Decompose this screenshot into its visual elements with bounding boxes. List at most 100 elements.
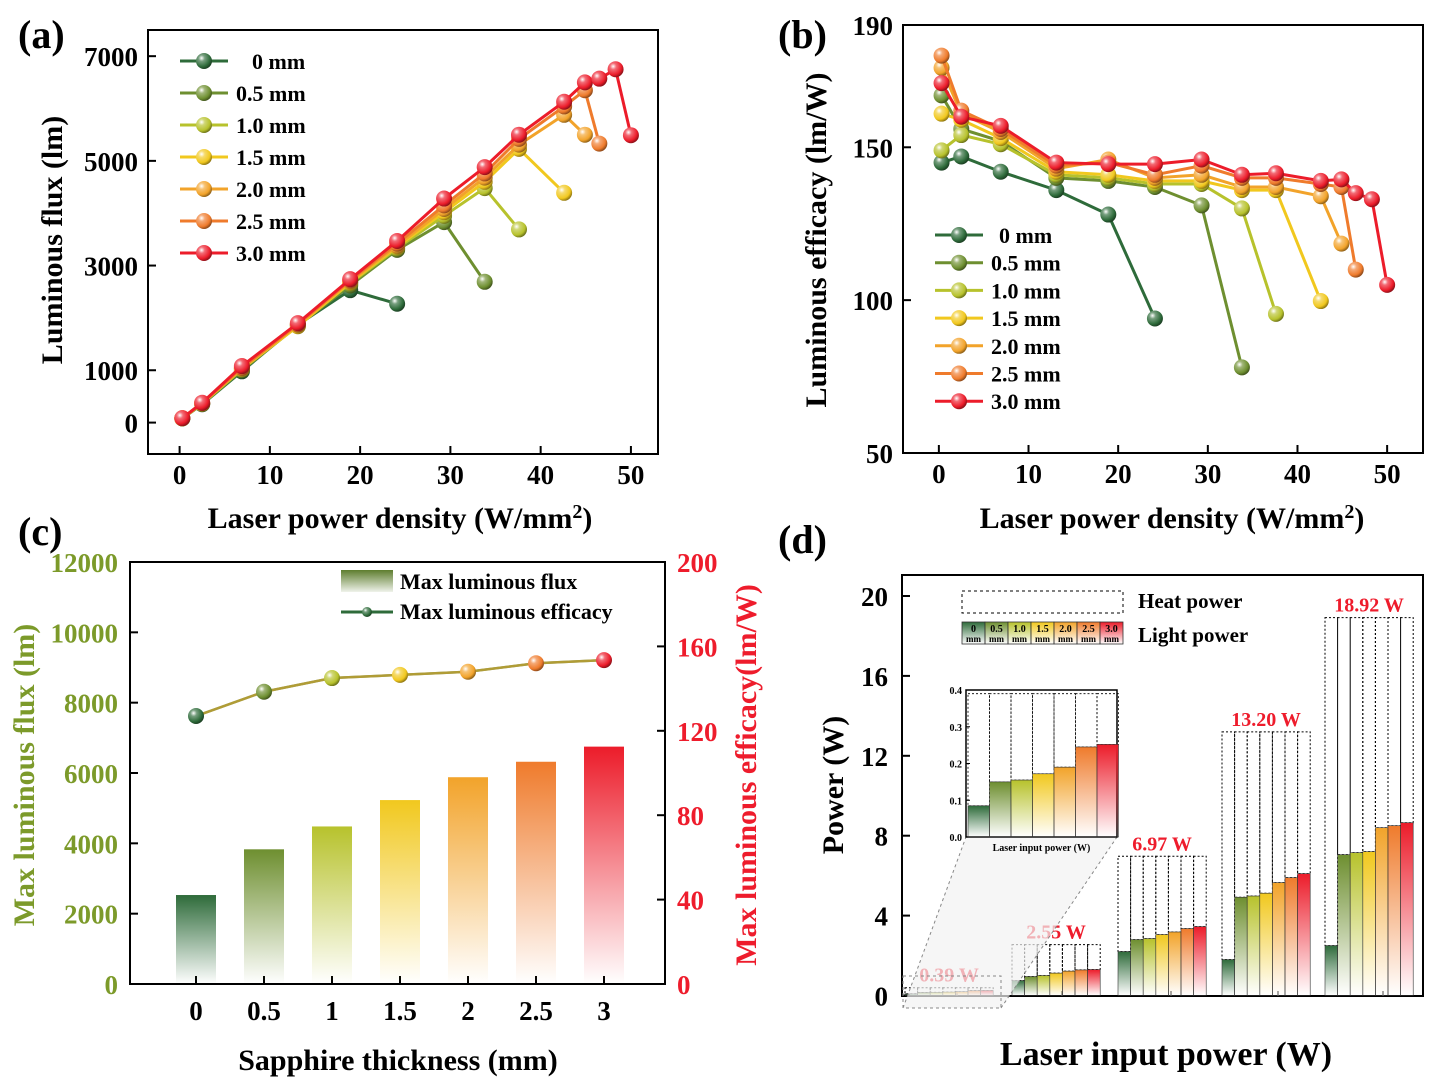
legend-swatch-text: 3.0 <box>1105 624 1118 635</box>
legend-marker <box>951 254 967 271</box>
heat-power-bar <box>1362 617 1376 853</box>
legend-swatch-text: mm <box>1012 634 1027 644</box>
y-tick-label-b: 150 <box>853 133 894 163</box>
legend-swatch-text: 2.0 <box>1059 624 1072 635</box>
plot-frame-a <box>147 29 659 455</box>
legend-swatch-text: mm <box>1035 634 1050 644</box>
legend-swatch-text: 0.5 <box>990 624 1003 635</box>
heat-power-bar <box>1074 944 1089 971</box>
heat-power-bar <box>1155 855 1169 936</box>
y2-axis-label-c: Max luminous efficacy(lm/W) <box>730 584 763 966</box>
heat-power-bar <box>1387 617 1402 827</box>
light-power-bar <box>1234 896 1248 996</box>
heat-power-bar <box>1284 731 1299 879</box>
light-power-bar <box>1324 945 1338 996</box>
heat-power-bar <box>1297 731 1311 875</box>
heat-power-bar <box>1061 944 1076 972</box>
panel-b: (b) 0 10 20 30 40 50 50 100 150 190 0 mm 0.5 mm1.0… <box>778 11 1424 535</box>
data-point <box>933 105 950 122</box>
heat-power-bar <box>1374 617 1389 829</box>
data-point <box>1100 156 1117 173</box>
legend-label: 2.0 mm <box>236 177 306 202</box>
data-point <box>933 142 950 159</box>
light-power-bar <box>1297 873 1311 996</box>
panel-a: (a) 0 10 20 30 40 50 0 1000 3000 5000 7000 0 mm 0.5… <box>18 12 659 535</box>
heat-power-bar <box>1271 731 1286 884</box>
y-tick-label-a: 1000 <box>84 356 138 386</box>
plot-frame-d <box>901 574 1424 997</box>
inset-zoom-wedge <box>903 837 1117 1008</box>
legend-label: Light power <box>1138 623 1248 647</box>
x-tick-label-c: 2.5 <box>519 996 553 1026</box>
bar <box>448 777 488 984</box>
data-point <box>576 74 593 91</box>
plot-frame-b <box>902 24 1424 454</box>
y-tick-label-c: 10000 <box>51 618 119 648</box>
legend-marker <box>951 337 967 354</box>
light-power-bar <box>1024 976 1038 996</box>
heat-power-bar <box>1349 617 1364 854</box>
data-point <box>953 108 970 125</box>
y-axis-label-c: Max luminous flux (lm) <box>8 624 41 927</box>
input-power-label: 13.20 W <box>1231 709 1301 731</box>
data-point <box>256 683 272 700</box>
data-point <box>607 61 624 78</box>
inset-light-bar <box>967 805 990 838</box>
light-power-bar <box>1062 970 1076 996</box>
inset-light-bar <box>1053 766 1076 838</box>
legend-label: 0.5 mm <box>236 81 306 106</box>
x-tick-label-b: 10 <box>1015 459 1042 489</box>
heat-power-bar <box>1049 944 1063 974</box>
y2-tick-label-c: 200 <box>677 548 718 578</box>
legend-swatch-light <box>1099 621 1124 645</box>
heat-power-bar <box>1142 855 1157 940</box>
inset-y-tick-label: 0.3 <box>950 723 963 734</box>
light-power-bar <box>1193 926 1207 996</box>
heat-power-bar <box>1180 855 1195 930</box>
data-point <box>556 184 573 201</box>
light-power-bar <box>1087 969 1101 996</box>
inset-zoom-line <box>1000 836 1118 1009</box>
x-tick-label-b: 50 <box>1374 459 1401 489</box>
bar <box>516 761 556 984</box>
data-point <box>1233 359 1250 376</box>
y-tick-label-d: 4 <box>875 902 889 932</box>
bar <box>244 849 284 984</box>
heat-power-bar <box>1167 855 1182 933</box>
inset-light-bar <box>989 781 1012 838</box>
legend-swatch-text: mm <box>1081 634 1096 644</box>
x-axis-label-a: Laser power density (W/mm2) <box>208 501 593 535</box>
legend-label: 2.0 mm <box>991 334 1061 359</box>
light-power-bar <box>1400 822 1414 996</box>
legend-swatch-text: mm <box>1104 634 1119 644</box>
legend-label: 3.0 mm <box>991 389 1061 414</box>
legend-marker <box>362 607 372 617</box>
legend-swatch-text: mm <box>966 634 981 644</box>
data-point <box>510 126 527 143</box>
data-point <box>188 708 204 725</box>
legend-marker <box>196 245 212 261</box>
y-axis-label-b: Luminous efficacy (lm/W) <box>800 73 833 408</box>
bar <box>584 746 624 984</box>
data-point <box>436 190 453 207</box>
y-tick-label-a: 5000 <box>84 147 138 177</box>
data-point <box>476 273 493 290</box>
legend-label: Heat power <box>1138 589 1242 613</box>
legend-marker <box>951 227 967 243</box>
data-point <box>933 47 950 64</box>
legend-swatch-text: 2.5 <box>1082 624 1095 635</box>
light-power-bar <box>1272 882 1286 996</box>
data-point <box>194 394 211 411</box>
light-power-bar <box>1387 825 1401 996</box>
data-point <box>1333 171 1350 188</box>
heat-power-bar <box>1259 731 1273 894</box>
inset-y-tick-label: 0.0 <box>950 833 963 844</box>
data-point <box>1267 305 1284 322</box>
series-line-1-0-mm <box>181 186 521 420</box>
panel-label-d: (d) <box>778 517 827 562</box>
data-point <box>1347 185 1364 202</box>
inset-light-bar <box>1096 744 1119 838</box>
data-point <box>528 655 544 672</box>
data-point <box>1048 154 1065 171</box>
